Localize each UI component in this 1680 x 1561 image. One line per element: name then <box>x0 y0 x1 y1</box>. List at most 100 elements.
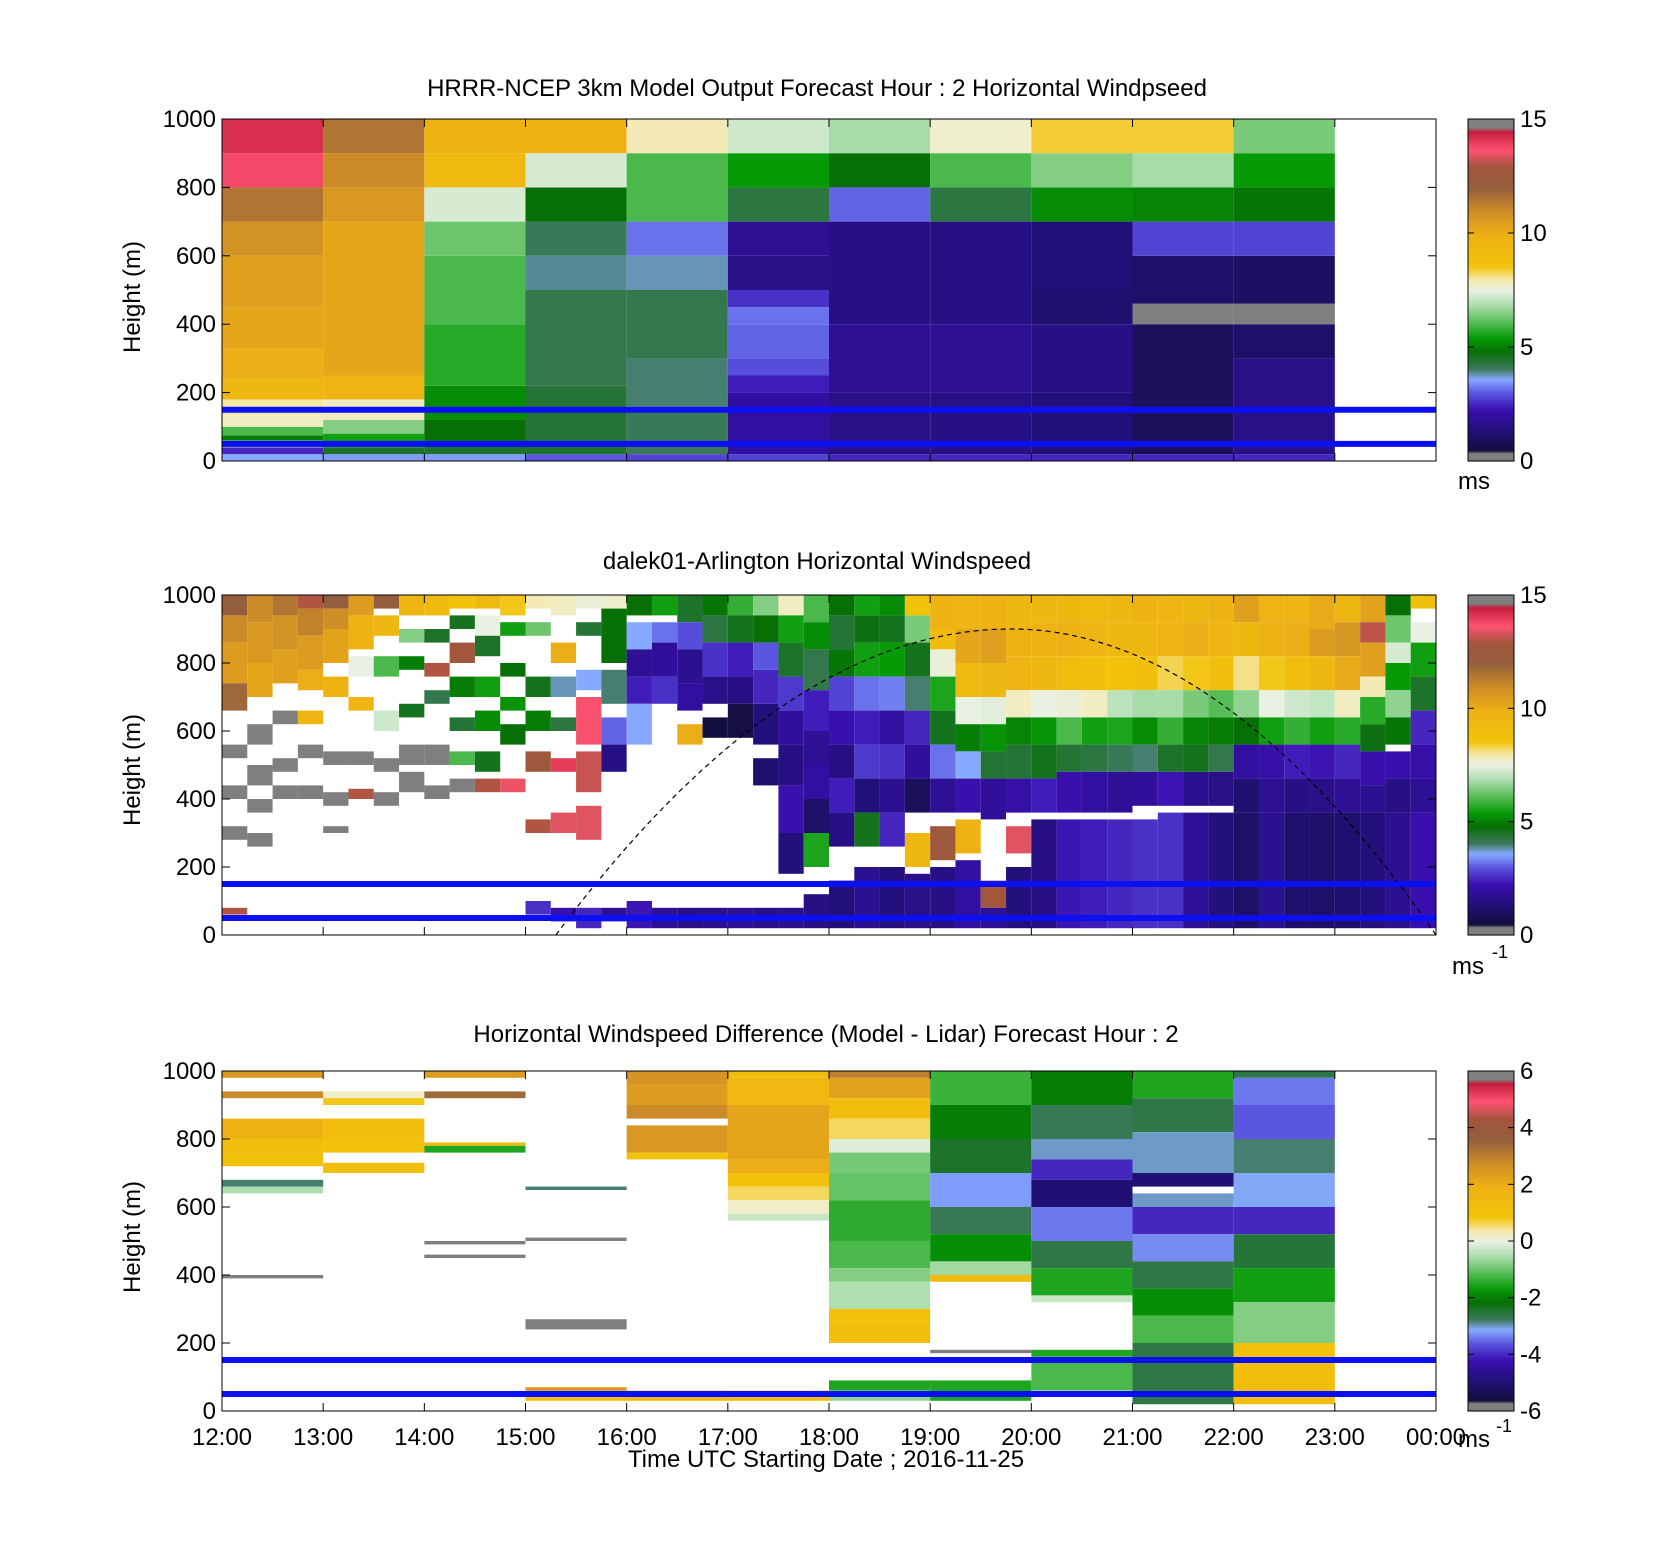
colorbar-swatch <box>1468 267 1514 271</box>
colorbar-swatch <box>1468 608 1514 611</box>
heatmap-cell <box>829 595 855 616</box>
colorbar-swatch <box>1468 911 1514 914</box>
colorbar-swatch <box>1468 1159 1514 1162</box>
colorbar-swatch <box>1468 454 1514 457</box>
colorbar-swatch <box>1468 127 1514 130</box>
heatmap-cell <box>449 642 475 663</box>
panel-3-title: Horizontal Windspeed Difference (Model -… <box>473 1021 1178 1048</box>
heatmap-cell <box>348 656 374 677</box>
heatmap-cell <box>727 1159 829 1173</box>
heatmap-cell <box>1360 595 1386 623</box>
x-tick-label: 17:00 <box>698 1424 758 1451</box>
x-tick-label: 00:00 <box>1406 1424 1466 1451</box>
colorbar-swatch <box>1468 1366 1514 1370</box>
heatmap-cell <box>626 676 652 704</box>
colorbar-swatch <box>1468 290 1514 293</box>
colorbar-swatch <box>1468 773 1514 776</box>
panel-difference: Horizontal Windspeed Difference (Model -… <box>119 1021 1541 1473</box>
colorbar-swatch <box>1468 190 1514 194</box>
colorbar-swatch <box>1468 666 1514 669</box>
heatmap-cell <box>854 595 880 616</box>
colorbar-swatch <box>1468 368 1514 371</box>
heatmap-cell <box>525 290 627 386</box>
colorbar-swatch <box>1468 274 1514 277</box>
colorbar-swatch <box>1468 1201 1514 1205</box>
heatmap-cell <box>626 622 652 650</box>
colorbar-swatch <box>1468 178 1514 182</box>
heatmap-cell <box>1107 771 1133 813</box>
colorbar-swatch <box>1468 720 1514 724</box>
sun-elevation-curve <box>555 628 1437 936</box>
heatmap-cell <box>1081 622 1108 657</box>
heatmap-cell <box>829 1098 931 1119</box>
heatmap-cell <box>955 724 981 752</box>
heatmap-cell <box>1132 819 1158 929</box>
colorbar-swatch <box>1468 413 1514 416</box>
colorbar-swatch <box>1468 389 1514 392</box>
colorbar-swatch <box>1468 443 1514 447</box>
colorbar-swatch <box>1468 838 1514 841</box>
y-tick-label: 0 <box>203 1398 216 1425</box>
colorbar-swatch <box>1468 613 1514 616</box>
colorbar-swatch <box>1468 1184 1514 1188</box>
colorbar-swatch <box>1468 657 1514 661</box>
heatmap-cell <box>930 1207 1032 1235</box>
colorbar-swatch <box>1468 1174 1514 1177</box>
colorbar-swatch <box>1468 233 1514 236</box>
colorbar-swatch <box>1468 1154 1514 1157</box>
heatmap-cell <box>1031 1268 1133 1296</box>
heatmap-cell <box>1183 622 1209 657</box>
colorbar-swatch <box>1468 175 1514 178</box>
heatmap-cell <box>1233 656 1259 691</box>
heatmap-cell <box>930 1349 1032 1354</box>
heatmap-cell <box>1208 717 1234 745</box>
colorbar-swatch <box>1468 354 1514 358</box>
heatmap-cell <box>626 1125 728 1153</box>
y-tick-label: 200 <box>176 854 216 881</box>
colorbar-swatch <box>1468 1140 1514 1143</box>
heatmap-cell <box>702 676 728 704</box>
heatmap-cell <box>879 710 905 745</box>
colorbar-swatch <box>1468 889 1514 892</box>
colorbar-swatch <box>1468 373 1514 377</box>
heatmap-cell <box>272 758 298 772</box>
colorbar-tick-label: 2 <box>1520 1171 1533 1198</box>
colorbar-swatch <box>1468 1281 1514 1285</box>
colorbar-swatch <box>1468 1183 1514 1186</box>
heatmap-cell <box>1233 255 1335 304</box>
heatmap-cell <box>1183 812 1209 929</box>
colorbar-swatch <box>1468 457 1514 460</box>
heatmap-cell <box>1006 826 1032 854</box>
colorbar-swatch <box>1468 839 1514 843</box>
colorbar-swatch <box>1468 1314 1514 1317</box>
colorbar-swatch <box>1468 252 1514 255</box>
panel-2-title: dalek01-Arlington Horizontal Windspeed <box>603 548 1031 575</box>
colorbar-swatch <box>1468 149 1514 153</box>
heatmap-cell <box>525 676 551 697</box>
heatmap-cell <box>1132 454 1234 461</box>
heatmap-cell <box>424 419 526 441</box>
heatmap-cell <box>297 669 324 691</box>
heatmap-cell <box>525 751 551 772</box>
heatmap-cell <box>399 703 425 718</box>
colorbar-swatch <box>1468 435 1514 438</box>
heatmap-cell <box>424 119 526 154</box>
colorbar-swatch <box>1468 1110 1514 1113</box>
colorbar-swatch <box>1468 659 1514 662</box>
heatmap-cell <box>1081 717 1108 745</box>
colorbar-swatch <box>1468 402 1514 406</box>
heatmap-cell <box>854 615 880 643</box>
heatmap-cell <box>904 833 931 867</box>
heatmap-cell <box>854 710 880 745</box>
heatmap-cell <box>399 629 425 643</box>
colorbar-tick-label: 0 <box>1520 1228 1533 1255</box>
colorbar-swatch <box>1468 455 1514 459</box>
heatmap-cell <box>626 1071 728 1085</box>
heatmap-cell <box>222 785 248 799</box>
heatmap-cell <box>1208 595 1234 623</box>
colorbar-swatch <box>1468 1252 1514 1256</box>
colorbar-swatch <box>1468 892 1514 895</box>
heatmap-cell <box>677 724 703 745</box>
colorbar-swatch <box>1468 700 1514 703</box>
heatmap-cell <box>1233 1077 1335 1105</box>
